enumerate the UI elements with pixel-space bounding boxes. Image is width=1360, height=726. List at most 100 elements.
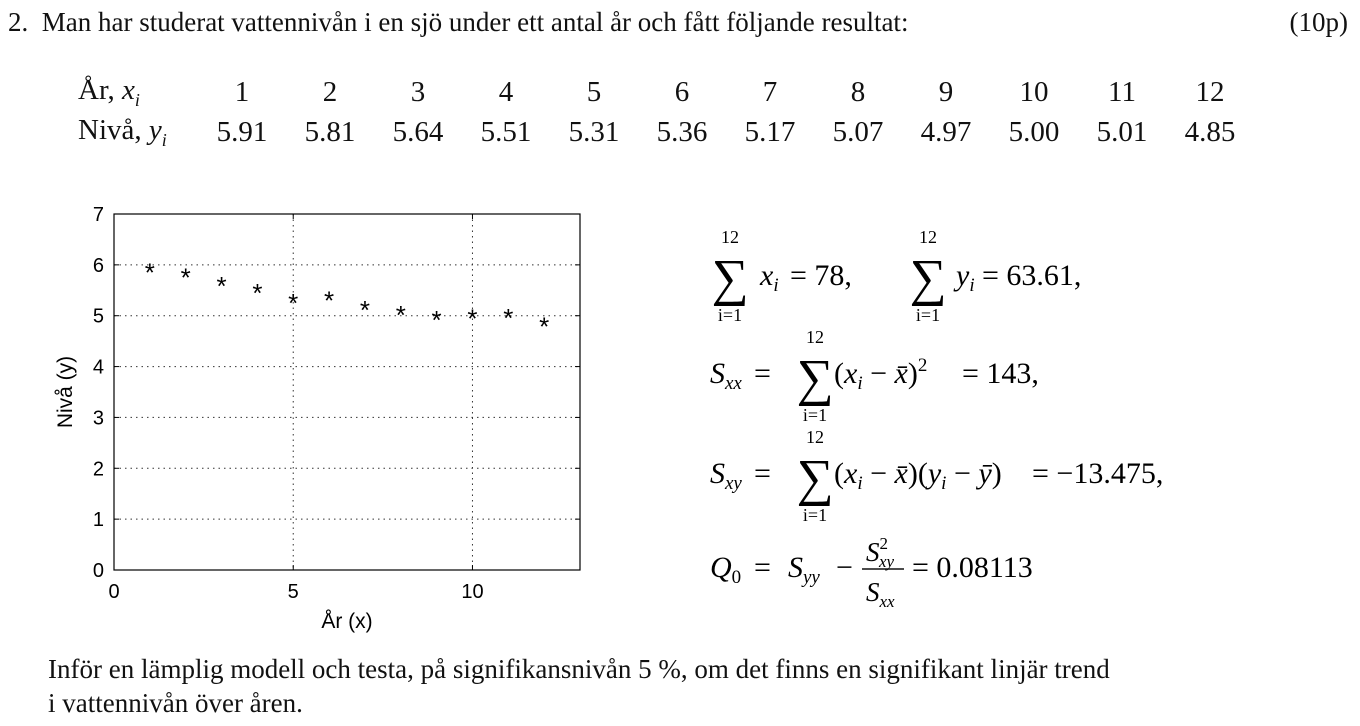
sum-upper-limit: 12 <box>806 327 824 347</box>
table-cell-y: 4.97 <box>920 115 972 148</box>
sxx-result: = 143, <box>962 357 1039 390</box>
formula-block: 12 ∑ i=1 xi = 78, 12 ∑ i=1 yi = 63.61, S… <box>710 227 1163 611</box>
plot-area-frame <box>113 213 581 571</box>
table-cell-x: 9 <box>938 75 954 108</box>
q0-symbol: Q0 <box>710 551 741 588</box>
y-tick-label: 3 <box>93 407 104 429</box>
table-cell-x: 1 <box>234 75 250 108</box>
x-tick-label: 10 <box>461 581 483 603</box>
problem-statement: 2. Man har studerat vattennivån i en sjö… <box>8 4 908 40</box>
y-tick-label: 4 <box>93 357 104 379</box>
sxy-result: = −13.475, <box>1032 457 1163 490</box>
data-point: * <box>503 303 513 333</box>
sxy-expression: (xi − x̄)(yi − ȳ) <box>834 457 1002 494</box>
sigma-symbol: ∑ <box>796 450 833 507</box>
chart-grid <box>114 214 580 570</box>
formula-sxx: Sxx = 12 ∑ i=1 (xi − x̄)2 = 143, <box>710 327 1039 425</box>
table-cell-x: 10 <box>1019 75 1049 108</box>
data-point: * <box>360 295 370 325</box>
var-y: yi <box>953 259 975 296</box>
table-cell-y: 5.36 <box>656 115 708 148</box>
sum-lower-limit: i=1 <box>916 305 940 325</box>
question-text: Inför en lämplig modell och testa, på si… <box>48 652 1338 720</box>
table-cell-x: 3 <box>410 75 426 108</box>
y-tick-label: 6 <box>93 255 104 277</box>
formula-sxy: Sxy = 12 ∑ i=1 (xi − x̄)(yi − ȳ) = −13.4… <box>710 427 1163 525</box>
data-point: * <box>539 311 549 341</box>
sum-lower-limit: i=1 <box>803 505 827 525</box>
sum-x-result: = 78, <box>790 259 852 292</box>
fraction-denominator: Sxx <box>866 577 895 611</box>
data-point: * <box>145 257 155 287</box>
sigma-symbol: ∑ <box>711 250 748 307</box>
data-point: * <box>252 278 262 308</box>
y-tick-label: 5 <box>93 306 104 328</box>
syy-symbol: Syy <box>788 551 820 588</box>
q0-result: = 0.08113 <box>912 551 1033 584</box>
table-row-x: År, xi 1 2 3 4 5 6 7 8 9 10 11 12 <box>78 72 1254 112</box>
y-axis-label: Nivå (y) <box>54 356 77 428</box>
table-cell-x: 11 <box>1108 75 1136 108</box>
data-table: År, xi 1 2 3 4 5 6 7 8 9 10 11 12 Nivå, yi 5.91 5.81… <box>78 72 1254 152</box>
table-cell-x: 7 <box>762 75 778 108</box>
problem-statement-text: Man har studerat vattennivån i en sjö un… <box>41 7 909 37</box>
table-cell-x: 12 <box>1195 75 1225 108</box>
table-cell-y: 5.51 <box>480 115 532 148</box>
table-cell-y: 5.31 <box>568 115 620 148</box>
data-point: * <box>181 263 191 293</box>
sum-lower-limit: i=1 <box>718 305 742 325</box>
equals: = <box>754 551 771 584</box>
table-cell-y: 5.00 <box>1008 115 1060 148</box>
x-axis-label: År (x) <box>321 610 372 633</box>
table-cell-y: 5.91 <box>216 115 268 148</box>
sigma-symbol: ∑ <box>796 350 833 407</box>
formula-sum-y: 12 ∑ i=1 yi = 63.61, <box>909 227 1081 325</box>
table-cell-x: 4 <box>498 75 514 108</box>
equals: = <box>754 457 771 490</box>
problem-points: (10p) <box>1289 7 1348 37</box>
chart-ticks: 0 1 2 3 4 5 6 7 0 5 10 <box>93 204 580 603</box>
var-x: xi <box>759 259 779 296</box>
sigma-symbol: ∑ <box>909 250 946 307</box>
row-label-y: Nivå, yi <box>78 113 167 150</box>
table-cell-y: 5.01 <box>1096 115 1148 148</box>
table-cell-y: 5.64 <box>392 115 444 148</box>
data-point: * <box>288 288 298 318</box>
data-point: * <box>324 285 334 315</box>
chart-points: * * * * * * * * * * * * <box>145 257 549 341</box>
sum-lower-limit: i=1 <box>803 405 827 425</box>
equals: = <box>754 357 771 390</box>
minus: − <box>836 551 853 584</box>
data-point: * <box>467 304 477 334</box>
y-tick-label: 1 <box>93 509 104 531</box>
sxy-symbol: Sxy <box>710 457 742 494</box>
question-line-2: i vattennivån över åren. <box>48 688 303 718</box>
y-tick-label: 2 <box>93 458 104 480</box>
y-tick-label: 0 <box>93 560 104 582</box>
y-tick-label: 7 <box>93 204 104 226</box>
sxx-expression: (xi − x̄)2 <box>834 355 927 394</box>
question-line-1: Inför en lämplig modell och testa, på si… <box>48 654 1110 684</box>
data-point: * <box>216 271 226 301</box>
formula-q0: Q0 = Syy − S2 xy Sxx = 0.08113 <box>710 534 1033 611</box>
x-tick-label: 0 <box>108 581 119 603</box>
table-row-y: Nivå, yi 5.91 5.81 5.64 5.51 5.31 5.36 5.17 5.0… <box>78 112 1254 152</box>
scatter-chart: 0 1 2 3 4 5 6 7 0 5 10 * * * * * * * * * * * * År (x) Nivå (y… <box>54 204 581 633</box>
table-cell-y: 5.81 <box>304 115 356 148</box>
table-cell-y: 5.07 <box>832 115 884 148</box>
x-tick-label: 5 <box>288 581 299 603</box>
sum-upper-limit: 12 <box>919 227 937 247</box>
data-point: * <box>432 305 442 335</box>
problem-header: 2. Man har studerat vattennivån i en sjö… <box>8 4 1352 44</box>
table-cell-x: 5 <box>586 75 602 108</box>
formula-sum-x: 12 ∑ i=1 xi = 78, <box>711 227 851 325</box>
table-cell-x: 8 <box>850 75 866 108</box>
sum-y-result: = 63.61, <box>982 259 1081 292</box>
table-cell-x: 2 <box>322 75 338 108</box>
table-cell-y: 4.85 <box>1184 115 1236 148</box>
problem-number: 2. <box>8 7 29 37</box>
fraction-numerator: S2 xy <box>866 534 895 571</box>
sxx-symbol: Sxx <box>710 357 742 394</box>
sum-upper-limit: 12 <box>721 227 739 247</box>
row-label-x: År, xi <box>78 73 140 110</box>
